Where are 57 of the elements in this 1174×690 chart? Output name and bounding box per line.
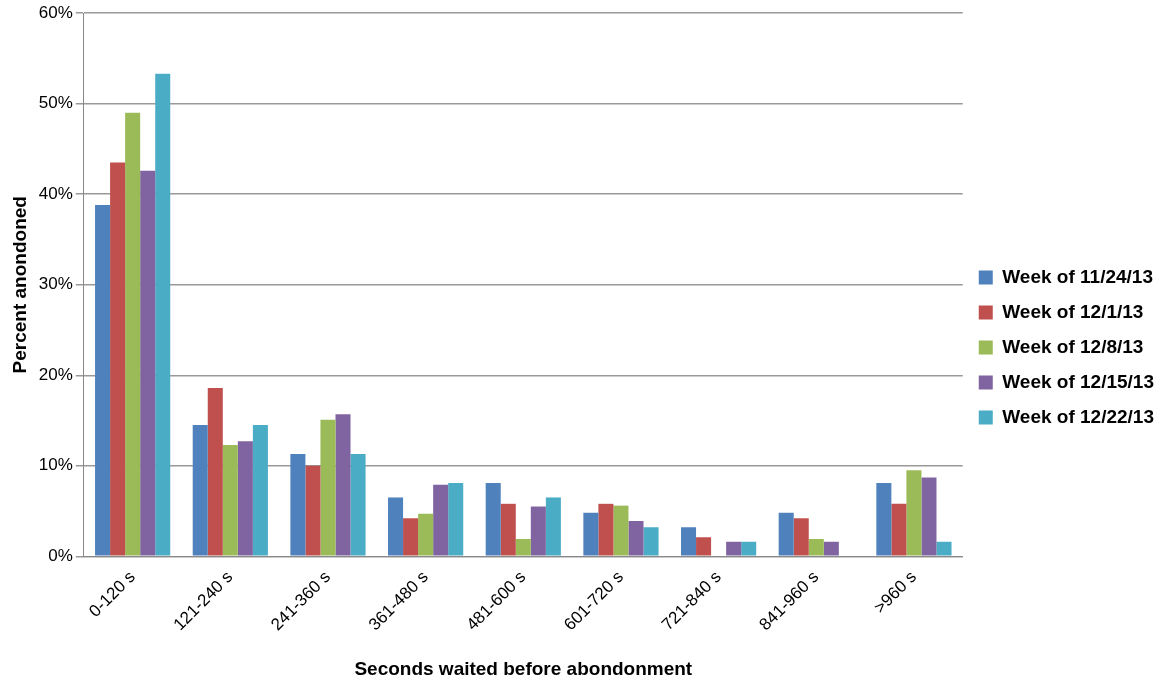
bar: [628, 521, 644, 556]
bar: [906, 470, 922, 556]
bar: [252, 425, 268, 556]
bar: [583, 512, 599, 556]
bar: [320, 419, 336, 556]
bar: [823, 541, 839, 556]
y-axis-title: Percent anondoned: [8, 196, 30, 374]
bar: [936, 541, 952, 556]
bar: [110, 162, 126, 556]
bar: [778, 512, 794, 556]
y-tick-label: 30%: [38, 274, 73, 294]
bar: [726, 541, 742, 556]
bar: [290, 454, 306, 556]
bar: [741, 541, 757, 556]
bar: [403, 518, 419, 556]
legend-label: Week of 12/1/13: [1002, 300, 1144, 322]
bar: [125, 112, 141, 556]
x-axis-title: Seconds waited before abondonment: [354, 657, 693, 679]
y-tick-label: 50%: [38, 93, 73, 113]
bar: [808, 539, 824, 556]
bar: [192, 425, 208, 556]
bar: [485, 482, 501, 556]
bar: [418, 513, 434, 556]
bar: [500, 503, 516, 556]
bar: [155, 73, 171, 556]
bar: [207, 387, 223, 556]
bar: [222, 444, 238, 556]
y-tick-label: 10%: [38, 455, 73, 475]
bar: [237, 441, 253, 556]
bar: [305, 465, 321, 556]
bar: [388, 497, 404, 556]
y-tick-label: 0%: [48, 546, 73, 565]
bar: [350, 454, 366, 556]
legend-label: Week of 11/24/13: [1002, 265, 1153, 287]
bar: [921, 477, 937, 556]
bar: [95, 205, 111, 556]
y-tick-label: 60%: [38, 2, 73, 22]
bar: [613, 505, 629, 556]
bar: [545, 497, 561, 556]
bar: [793, 518, 809, 556]
y-tick-label: 20%: [38, 364, 73, 384]
bar: [598, 503, 614, 556]
bar: [140, 170, 156, 556]
bar: [876, 482, 892, 556]
bar: [515, 539, 531, 556]
legend-label: Week of 12/22/13: [1002, 405, 1155, 427]
bar: [643, 527, 659, 556]
bar: [448, 482, 464, 556]
legend-label: Week of 12/8/13: [1002, 335, 1144, 357]
legend-label: Week of 12/15/13: [1002, 370, 1155, 392]
bar: [530, 506, 546, 556]
bar: [433, 484, 449, 556]
bar: [681, 527, 697, 556]
bar: [891, 503, 907, 556]
bar: [335, 414, 351, 556]
bar: [696, 537, 712, 556]
y-tick-label: 40%: [38, 183, 73, 203]
